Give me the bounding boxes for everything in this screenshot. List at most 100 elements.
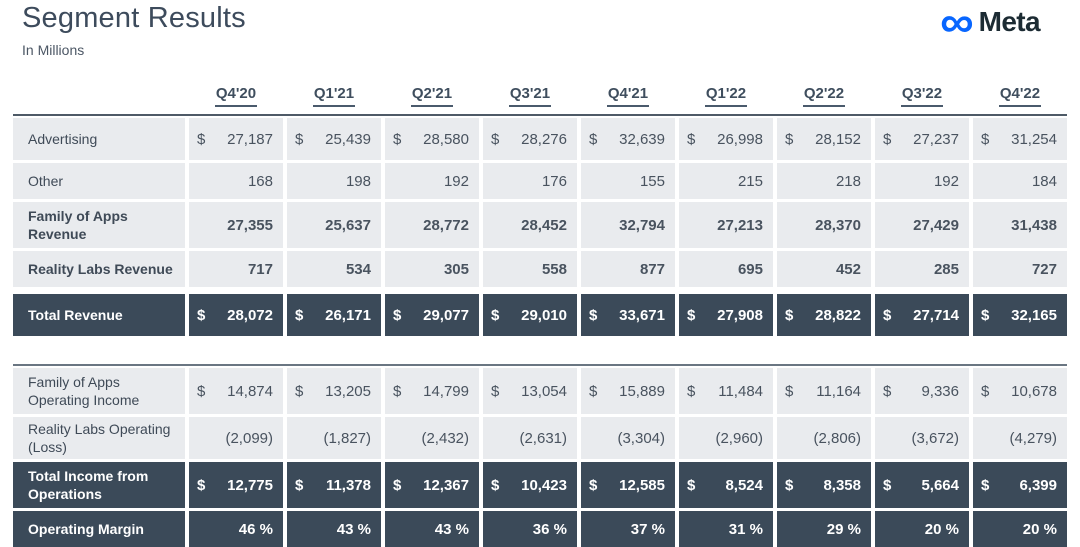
value-cell: $28,152 — [777, 118, 871, 160]
column-header-q4-21: Q4'21 — [581, 85, 675, 107]
value-cell: (2,099) — [189, 417, 283, 459]
column-header-q1-21: Q1'21 — [287, 85, 381, 107]
value-cell: (2,806) — [777, 417, 871, 459]
column-header-q1-22: Q1'22 — [679, 85, 773, 107]
cell-value: 31,438 — [1011, 216, 1057, 234]
value-cell: $33,671 — [581, 294, 675, 336]
currency-symbol: $ — [981, 130, 990, 148]
value-cell: $9,336 — [875, 368, 969, 414]
cell-value: 20 % — [1022, 520, 1057, 538]
value-cell: 727 — [973, 251, 1067, 287]
column-header-q4-22: Q4'22 — [973, 85, 1067, 107]
cell-value: 11,378 — [325, 476, 371, 494]
value-cell: $29,077 — [385, 294, 479, 336]
value-cell: (3,672) — [875, 417, 969, 459]
value-cell: $25,439 — [287, 118, 381, 160]
header-spacer — [13, 85, 185, 107]
cell-value: 28,276 — [521, 130, 567, 148]
cell-value: 184 — [1031, 172, 1057, 190]
cell-value: 29,010 — [521, 306, 567, 324]
value-cell: $11,164 — [777, 368, 871, 414]
value-cell: 25,637 — [287, 202, 381, 248]
cell-value: 8,524 — [725, 476, 763, 494]
cell-value: 8,358 — [823, 476, 861, 494]
value-cell: 198 — [287, 163, 381, 199]
value-cell: 305 — [385, 251, 479, 287]
currency-symbol: $ — [883, 306, 892, 324]
value-cell: $15,889 — [581, 368, 675, 414]
value-cell: $6,399 — [973, 462, 1067, 508]
value-cell: 192 — [875, 163, 969, 199]
currency-symbol: $ — [295, 306, 304, 324]
currency-symbol: $ — [981, 476, 990, 494]
cell-value: (2,960) — [715, 429, 763, 447]
value-cell: 184 — [973, 163, 1067, 199]
value-cell: 27,355 — [189, 202, 283, 248]
currency-symbol: $ — [491, 382, 500, 400]
value-cell: $8,358 — [777, 462, 871, 508]
currency-symbol: $ — [295, 476, 304, 494]
value-cell: $12,775 — [189, 462, 283, 508]
value-cell: 155 — [581, 163, 675, 199]
value-cell: (2,960) — [679, 417, 773, 459]
cell-value: 28,370 — [815, 216, 861, 234]
value-cell: 192 — [385, 163, 479, 199]
value-cell: $14,874 — [189, 368, 283, 414]
currency-symbol: $ — [393, 476, 402, 494]
value-cell: 31,438 — [973, 202, 1067, 248]
cell-value: (2,631) — [519, 429, 567, 447]
page-subtitle: In Millions — [22, 42, 85, 58]
currency-symbol: $ — [295, 130, 304, 148]
value-cell: 534 — [287, 251, 381, 287]
cell-value: 215 — [737, 172, 763, 190]
cell-value: 36 % — [532, 520, 567, 538]
value-cell: (2,432) — [385, 417, 479, 459]
cell-value: 29 % — [826, 520, 861, 538]
value-cell: 168 — [189, 163, 283, 199]
cell-value: 43 % — [336, 520, 371, 538]
cell-value: 28,452 — [521, 216, 567, 234]
cell-value: 28,072 — [227, 306, 273, 324]
cell-value: 32,639 — [619, 130, 665, 148]
value-cell: $28,580 — [385, 118, 479, 160]
cell-value: 10,678 — [1011, 382, 1057, 400]
currency-symbol: $ — [589, 306, 598, 324]
value-cell: $11,484 — [679, 368, 773, 414]
column-header-q3-21: Q3'21 — [483, 85, 577, 107]
cell-value: 28,580 — [423, 130, 469, 148]
value-cell: (1,827) — [287, 417, 381, 459]
value-cell: $14,799 — [385, 368, 479, 414]
cell-value: 26,998 — [717, 130, 763, 148]
column-header-q3-22: Q3'22 — [875, 85, 969, 107]
cell-value: (2,432) — [421, 429, 469, 447]
cell-value: 37 % — [630, 520, 665, 538]
cell-value: 33,671 — [619, 306, 665, 324]
row-label: Advertising — [13, 118, 185, 160]
value-cell: $10,423 — [483, 462, 577, 508]
column-header-q4-20: Q4'20 — [189, 85, 283, 107]
value-cell: $12,585 — [581, 462, 675, 508]
currency-symbol: $ — [295, 382, 304, 400]
cell-value: 305 — [443, 260, 469, 278]
cell-value: 31,254 — [1011, 130, 1057, 148]
cell-value: 10,423 — [521, 476, 567, 494]
currency-symbol: $ — [393, 130, 402, 148]
value-cell: 28,452 — [483, 202, 577, 248]
value-cell: 215 — [679, 163, 773, 199]
row-gap — [13, 290, 1067, 291]
currency-symbol: $ — [491, 130, 500, 148]
currency-symbol: $ — [589, 476, 598, 494]
row-label: Family of Apps Operating Income — [13, 368, 185, 414]
cell-value: 26,171 — [325, 306, 371, 324]
cell-value: 14,874 — [227, 382, 273, 400]
page-header: Segment Results In Millions — [0, 0, 1080, 58]
value-cell: 28,370 — [777, 202, 871, 248]
cell-value: 13,205 — [325, 382, 371, 400]
cell-value: 877 — [639, 260, 665, 278]
value-cell: 29 % — [777, 511, 871, 547]
currency-symbol: $ — [589, 130, 598, 148]
cell-value: (2,099) — [225, 429, 273, 447]
value-cell: $28,276 — [483, 118, 577, 160]
currency-symbol: $ — [197, 382, 206, 400]
cell-value: 25,637 — [325, 216, 371, 234]
